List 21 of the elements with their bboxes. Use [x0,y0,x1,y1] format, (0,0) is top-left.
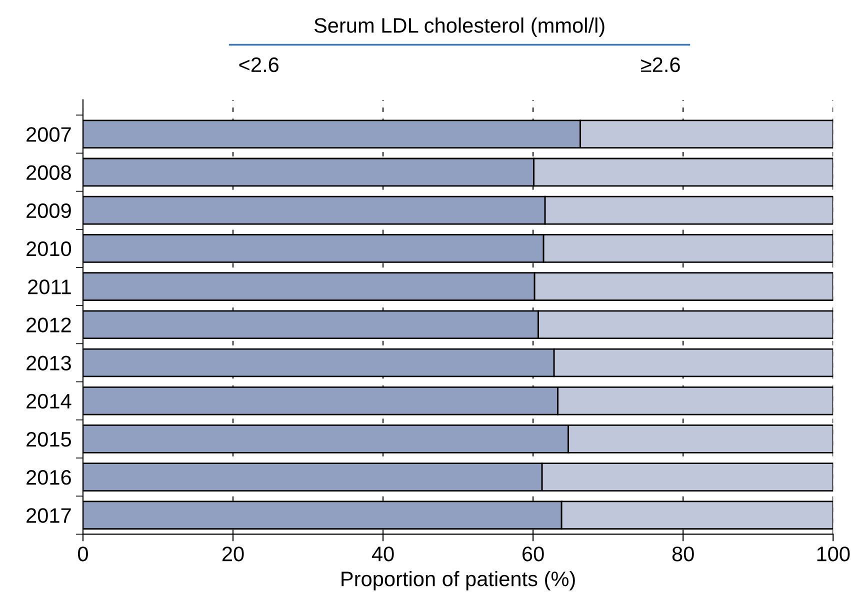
y-tick-label: 2008 [26,165,71,180]
y-tick-label: 2010 [26,241,72,256]
y-tick-label: 2016 [26,470,71,485]
x-axis-title: Proportion of patients (%) [342,570,575,590]
x-tick-label: 100 [817,546,850,562]
legend-title: Serum LDL cholesterol (mmol/l) [314,18,604,37]
y-tick-label: 2013 [26,356,71,370]
x-tick-label: 60 [522,546,544,562]
y-tick-label: 2015 [26,432,71,447]
y-tick-label: 2017 [26,508,71,523]
y-tick-label: 2007 [26,127,71,142]
x-tick-label: 20 [222,546,244,562]
y-tick-label: 2009 [26,203,71,218]
text: <2.6 [239,57,278,72]
x-tick-label: 40 [372,546,394,562]
y-tick-label: 2011 [28,280,71,294]
x-tick-label: 80 [672,546,694,562]
text: ≥2.6 [641,57,680,72]
x-tick-label: 0 [78,546,88,562]
y-tick-label: 2012 [26,318,71,332]
y-tick-label: 2014 [26,394,72,409]
